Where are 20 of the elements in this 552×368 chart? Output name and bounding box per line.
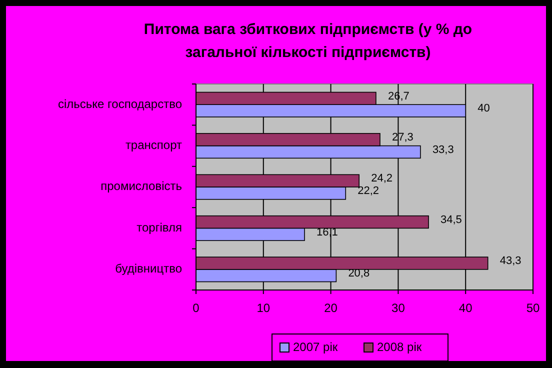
data-label: 24,2: [371, 172, 393, 185]
x-tick-label: 10: [256, 301, 270, 315]
x-tick-label: 50: [526, 301, 540, 315]
data-label: 22,2: [358, 185, 380, 198]
data-label: 40: [478, 102, 490, 115]
data-label: 33,3: [432, 144, 454, 156]
y-tick-label: промисловість: [100, 179, 182, 194]
y-tick-label: транспорт: [125, 138, 182, 152]
x-tick-label: 30: [392, 301, 406, 315]
data-label: 34,5: [440, 214, 462, 226]
y-tick-label: сільське господарство: [58, 96, 182, 111]
x-tick-label: 20: [324, 301, 338, 315]
legend-label: 2008 рік: [377, 340, 422, 354]
x-tick-label: 0: [192, 301, 200, 315]
x-tick-label: 40: [458, 301, 473, 315]
data-label: 43,3: [500, 255, 522, 268]
y-tick-label: торгівля: [136, 220, 182, 234]
legend-label: 2007 рік: [293, 340, 338, 354]
chart-title: Питома вага збиткових підприємств (у % до загальної кількості підприємств): [144, 21, 472, 61]
y-tick-label: будівництво: [115, 262, 182, 276]
